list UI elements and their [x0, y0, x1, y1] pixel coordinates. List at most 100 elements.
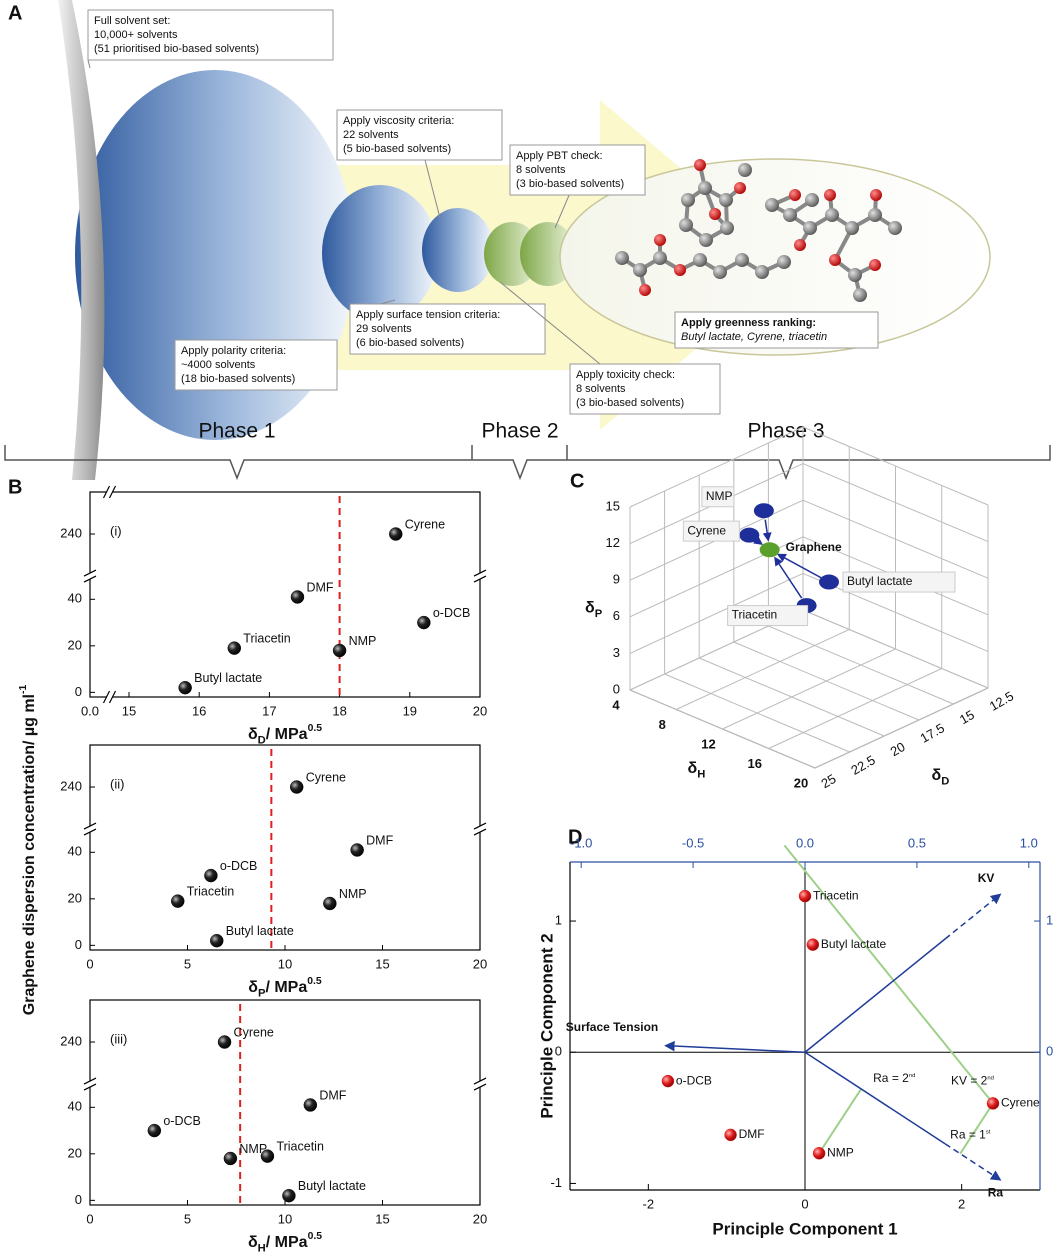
- x-tick-label: 15: [375, 956, 389, 971]
- callout-text: 22 solvents: [343, 129, 399, 141]
- point-label: o-DCB: [433, 606, 471, 620]
- y-tick-label: 240: [60, 525, 82, 540]
- axis-break: [108, 485, 117, 499]
- axis-break-gap: [474, 573, 486, 580]
- grid-line: [629, 426, 804, 508]
- atom: [825, 208, 839, 222]
- y-tick-label: 0: [555, 1044, 562, 1059]
- y-tick-label: 40: [68, 844, 82, 859]
- callout-text: 29 solvents: [356, 323, 412, 335]
- x-tick-label: 0: [86, 1211, 93, 1226]
- y-tick-label: 240: [60, 778, 82, 793]
- panel-subtitle: (iii): [110, 1031, 127, 1046]
- projection-line: [959, 1102, 994, 1155]
- callout-text: Apply PBT check:: [516, 150, 603, 162]
- axis-break-gap: [106, 691, 113, 703]
- callout-text: ~4000 solvents: [181, 359, 256, 371]
- annotation-part: Ra = 1: [950, 1128, 986, 1142]
- grid-line: [733, 641, 919, 721]
- shift-arrow: [762, 519, 772, 542]
- panel-subtitle: (ii): [110, 776, 124, 791]
- data-point: [147, 1123, 162, 1138]
- grid-line: [802, 609, 989, 689]
- point-label: NMP: [239, 1142, 267, 1156]
- point-label: Triacetin: [276, 1139, 324, 1153]
- y-tick-label: 1: [555, 912, 562, 927]
- label-box: [701, 486, 735, 508]
- projection-line: [783, 844, 994, 1105]
- point-label: NMP: [349, 634, 377, 648]
- data-point: [303, 1098, 318, 1112]
- annotation: Ra = 1st: [950, 1128, 991, 1142]
- phase-label: Phase 2: [481, 420, 558, 443]
- callout-box: [349, 303, 546, 355]
- atom: [824, 189, 836, 201]
- point-label: o-DCB: [163, 1114, 201, 1128]
- x-tick-label: 0: [801, 1196, 808, 1211]
- atom: [789, 189, 801, 201]
- callout-text: Apply viscosity criteria:: [343, 115, 454, 127]
- y-tick-label: 25: [818, 771, 838, 791]
- data-point: [290, 590, 305, 604]
- atom: [783, 208, 797, 222]
- axis-break: [102, 485, 111, 499]
- z-tick-label: 6: [613, 608, 620, 623]
- point-label: DMF: [366, 833, 393, 847]
- panel-label: C: [570, 470, 584, 492]
- axis-break: [83, 822, 97, 830]
- point-label: Butyl lactate: [298, 1179, 366, 1193]
- axis-break: [83, 1077, 97, 1085]
- callout-leader: [379, 299, 396, 305]
- plot-frame: [89, 999, 481, 1206]
- y-tick-label: 20: [68, 890, 82, 905]
- grid-line: [676, 629, 850, 710]
- shift-arrow: [753, 536, 764, 545]
- atom: [674, 264, 686, 276]
- axis-break-gap: [84, 1081, 96, 1088]
- point-label: Graphene: [786, 540, 842, 554]
- data-point: [210, 933, 224, 948]
- data-point: [204, 868, 218, 883]
- atom: [699, 233, 713, 247]
- shift-arrow: [774, 556, 803, 599]
- phase-brace: [4, 445, 1051, 481]
- x-axis-title-part: 0.5: [308, 723, 323, 734]
- atom: [734, 182, 746, 194]
- callout-box: [174, 339, 338, 391]
- grid-line: [699, 657, 885, 737]
- x-axis-title-part: δ: [248, 726, 258, 743]
- y-axis-title-part: -1: [18, 685, 29, 694]
- point-label: o-DCB: [676, 1073, 712, 1087]
- data-point: [217, 1035, 232, 1049]
- axis-break: [83, 575, 97, 583]
- callout-text: (18 bio-based solvents): [181, 373, 295, 385]
- data-point: [806, 938, 820, 951]
- point-label: Triacetin: [187, 884, 235, 898]
- x-axis-title: Principle Component 1: [712, 1219, 897, 1238]
- atom: [735, 253, 749, 267]
- x2-tick-label: 1.0: [1020, 835, 1038, 850]
- x-tick-label: 5: [184, 1211, 191, 1226]
- atom: [693, 253, 707, 267]
- callout-text: Apply surface tension criteria:: [356, 309, 500, 321]
- y-tick-label: 0: [75, 684, 82, 699]
- atom: [853, 288, 867, 302]
- data-point: [724, 1128, 737, 1142]
- z-tick-label: 3: [613, 645, 620, 660]
- axis-break: [102, 690, 111, 704]
- x-tick-label: 4: [612, 697, 620, 712]
- molecules: [615, 159, 902, 302]
- axis-break: [83, 828, 97, 836]
- grid-line: [768, 668, 942, 749]
- callout-box: [87, 9, 334, 61]
- axis-break: [473, 822, 487, 830]
- axis-break-gap: [84, 826, 96, 833]
- x-tick-label: 20: [473, 1211, 487, 1226]
- point-label: Butyl lactate: [821, 937, 887, 951]
- stage-ellipse: [559, 158, 991, 356]
- y-tick-label: -1: [550, 1175, 562, 1190]
- stage-ellipse: [422, 208, 494, 292]
- z-axis-title: δP: [585, 600, 603, 620]
- point-label: Cyrene: [405, 517, 445, 531]
- atom: [654, 234, 666, 246]
